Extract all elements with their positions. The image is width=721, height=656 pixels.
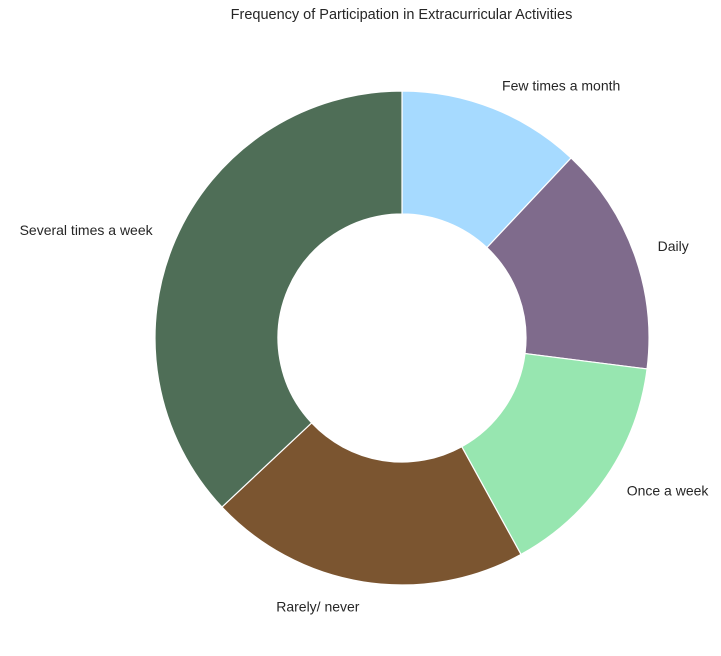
slice-label: Several times a week [20, 222, 154, 238]
donut-slice-rarely-never [221, 422, 522, 586]
slice-label: Rarely/ never [276, 598, 360, 614]
donut-slice-daily [486, 157, 650, 370]
slices-group [154, 90, 650, 586]
labels-group: Few times a month Daily Once a week Rarely/… [20, 77, 710, 614]
slice-label: Once a week [627, 483, 710, 499]
slice-label: Few times a month [502, 77, 620, 93]
slice-label: Daily [658, 238, 689, 254]
donut-slice-once-a-week [460, 352, 648, 556]
chart-title: Frequency of Participation in Extracurri… [230, 7, 573, 23]
donut-slice-several-times-a-week [154, 90, 403, 508]
